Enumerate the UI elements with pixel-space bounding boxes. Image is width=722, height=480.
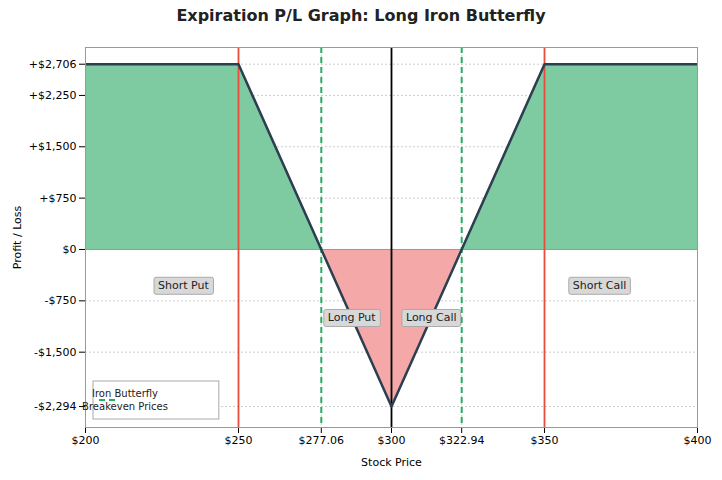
svg-text:$350: $350 — [531, 434, 559, 447]
svg-text:-$1,500: -$1,500 — [34, 346, 76, 359]
svg-text:+$1,500: +$1,500 — [29, 140, 77, 153]
svg-text:Short Call: Short Call — [573, 279, 627, 292]
svg-text:$322.94: $322.94 — [439, 434, 485, 447]
svg-text:Iron ButterflyBreakeven Prices: Iron ButterflyBreakeven Prices — [82, 388, 168, 412]
svg-text:Long Call: Long Call — [406, 311, 457, 324]
svg-text:$277.06: $277.06 — [299, 434, 345, 447]
svg-text:Short Put: Short Put — [158, 279, 209, 292]
svg-text:$300: $300 — [378, 434, 406, 447]
svg-text:Stock Price: Stock Price — [361, 456, 422, 469]
svg-text:$200: $200 — [72, 434, 100, 447]
html-text:Expiration P/L Graph: Long Iro: Expiration P/L Graph: Long Iron Butterfl… — [176, 6, 546, 25]
svg-text:Profit / Loss: Profit / Loss — [11, 205, 24, 269]
svg-text:-$2,294: -$2,294 — [34, 400, 76, 413]
svg-text:Long Put: Long Put — [328, 311, 377, 324]
svg-text:$400: $400 — [684, 434, 712, 447]
svg-text:+$2,706: +$2,706 — [29, 58, 77, 71]
svg-text:$250: $250 — [225, 434, 253, 447]
svg-text:-$750: -$750 — [45, 294, 77, 307]
svg-text:$0: $0 — [63, 243, 77, 256]
svg-text:+$2,250: +$2,250 — [29, 89, 77, 102]
svg-text:+$750: +$750 — [39, 192, 76, 205]
